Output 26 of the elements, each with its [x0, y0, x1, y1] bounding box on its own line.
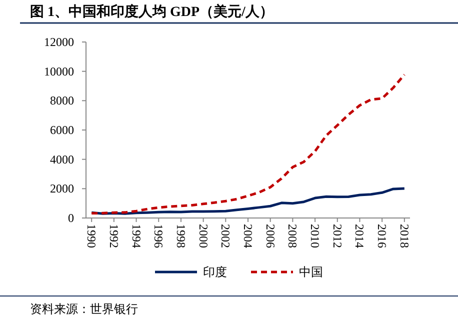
x-tick-label: 2000 [196, 224, 210, 248]
x-tick-label: 1990 [84, 224, 99, 248]
y-tick-label: 10000 [44, 64, 74, 78]
x-tick-label: 2002 [218, 224, 233, 248]
y-tick-label: 6000 [50, 123, 74, 137]
x-tick-label: 2014 [352, 224, 367, 248]
legend-label: 中国 [299, 265, 323, 279]
x-tick-label: 1992 [106, 224, 121, 248]
chart-title: 图 1、中国和印度人均 GDP（美元/人） [30, 3, 274, 20]
x-tick-label: 1994 [129, 224, 144, 248]
x-tick-label: 2016 [375, 224, 390, 248]
y-tick-label: 0 [68, 211, 74, 225]
x-tick-label: 2008 [286, 224, 300, 248]
x-tick-label: 1998 [174, 224, 188, 248]
legend-label: 印度 [203, 265, 227, 279]
text: 资料来源：世界银行 [30, 302, 138, 316]
y-tick-label: 8000 [50, 94, 74, 108]
x-tick-label: 1996 [152, 224, 166, 248]
y-tick-label: 2000 [50, 182, 74, 196]
x-tick-label: 2004 [241, 224, 255, 248]
x-tick-label: 2018 [397, 224, 412, 248]
x-tick-label: 2012 [330, 224, 344, 248]
x-tick-label: 2006 [263, 224, 278, 248]
x-tick-label: 2010 [308, 224, 322, 248]
y-tick-label: 12000 [44, 35, 74, 49]
y-tick-label: 4000 [50, 152, 74, 166]
